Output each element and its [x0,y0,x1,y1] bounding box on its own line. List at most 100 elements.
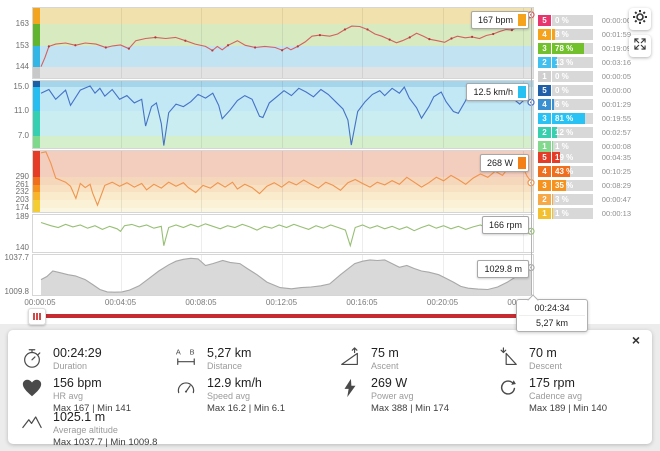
gridline [362,151,363,212]
stat-value: 70 m [529,346,557,360]
zone-bar: 43 % [552,166,593,177]
stat-minmax: Max 388 | Min 174 [371,403,449,414]
zone-time: 00:19:09 [601,44,631,53]
power-zone-row-5: 5 19 % 00:04:35 [538,152,638,163]
zone-time: 00:04:35 [601,153,631,162]
cadence-icon [496,377,520,399]
stat-speed-avg: 12.9 km/h Speed avg Max 16.2 | Min 6.1 [174,376,285,414]
zone-badge: 2 [538,127,551,138]
stat-value: 75 m [371,346,399,360]
gridline [120,151,122,212]
power-zone-strip [33,200,40,212]
zone-bar: 8 % [552,29,593,40]
gridline [281,255,283,295]
power-y-tick-label: 174 [15,203,29,213]
stat-label: Average altitude [53,425,118,435]
hr-y-tick-label: 163 [15,18,29,28]
speed-zone-band [40,111,533,136]
zone-time: 00:03:16 [601,58,631,67]
chart-cursor-line[interactable] [531,8,532,295]
playback-progress-bar[interactable] [38,314,545,318]
zone-badge: 2 [538,194,551,205]
stat-value: 175 rpm [529,376,575,390]
power-y-tick-label: 261 [15,179,29,189]
zone-time: 00:10:25 [601,167,631,176]
speed-y-tick-label: 7.0 [17,130,29,140]
stat-label: Distance [207,361,243,371]
stat-descent: 70 m Descent [496,346,562,371]
stat-value: 1025.1 m [53,410,106,424]
zone-bar: 1 % [552,208,593,219]
speed-chart[interactable] [32,80,535,149]
x-tick-label: 00:12:05 [265,298,298,307]
power-zones-panel: 5 19 % 00:04:35 4 43 % 00:10:25 3 35 % 00:08:2… [538,152,638,222]
gridline [120,215,122,252]
scrubber-tooltip: 00:24:34 5,27 km [516,294,588,332]
stat-value: 12.9 km/h [207,376,262,390]
gridline [120,81,122,148]
power-zone-band [40,192,533,201]
gridline [442,151,444,212]
power-value-tooltip: 268 W [479,154,529,172]
hr-zone-strip [33,8,40,24]
stat-label: Descent [529,361,563,371]
zone-badge: 5 [538,85,551,96]
zone-bar: 6 % [552,99,593,110]
close-button[interactable]: × [631,332,640,348]
zone-bar: 13 % [552,57,593,68]
power-icon [338,377,362,399]
stat-minmax: Max 167 | Min 141 [53,403,131,414]
zone-badge: 5 [538,15,551,26]
heart-rate-chart[interactable] [32,7,535,79]
speed-zone-chip [518,86,526,98]
power-zone-band [40,208,533,212]
scrubber-handle[interactable] [28,308,46,325]
zone-badge: 5 [538,152,551,163]
settings-button[interactable] [629,8,651,30]
hr-zone-chip [518,14,526,26]
power-y-tick-label: 232 [15,187,29,197]
stat-label: Cadence avg [529,391,583,401]
power-zone-chip [518,157,526,169]
zone-bar: 0 % [552,85,593,96]
power-zone-strip [33,184,40,193]
power-chart[interactable] [32,150,535,213]
speed-zone-row-2: 2 12 % 00:02:57 [538,127,638,138]
hr-zone-band [40,8,533,24]
x-tick-label: 00:08:05 [185,298,217,307]
zone-bar: 0 % [552,15,593,26]
zone-badge: 3 [538,180,551,191]
altitude-chart[interactable] [32,254,535,296]
hr-zone-strip [33,23,40,47]
zone-bar: 0 % [552,71,593,82]
gridline [523,151,524,212]
power-zone-row-3: 3 35 % 00:08:29 [538,180,638,191]
power-y-tick-label: 290 [15,171,29,181]
zone-time: 00:00:00 [601,16,631,25]
zone-bar: 81 % [552,113,593,124]
gridline [442,81,444,148]
hr-zone-row-2: 2 13 % 00:03:16 [538,57,638,68]
zone-time: 00:00:05 [601,72,631,81]
gridline [442,215,444,252]
svg-text:A: A [176,347,181,356]
svg-text:B: B [190,347,195,356]
speed-y-tick-label: 11.0 [14,106,29,116]
zone-badge: 4 [538,29,551,40]
power-zone-strip [33,176,40,185]
stat-hr-avg: 156 bpm HR avg Max 167 | Min 141 [20,376,131,414]
zone-time: 00:00:08 [601,142,631,151]
stat-minmax: Max 189 | Min 140 [529,403,607,414]
gridline [523,81,524,148]
cadence-chart[interactable] [32,214,535,253]
stat-value: 269 W [371,376,408,390]
zone-badge: 3 [538,113,551,124]
zone-time: 00:08:29 [601,181,631,190]
gridline [281,8,283,78]
fullscreen-button[interactable] [629,35,651,57]
stat-power-avg: 269 W Power avg Max 388 | Min 174 [338,376,449,414]
